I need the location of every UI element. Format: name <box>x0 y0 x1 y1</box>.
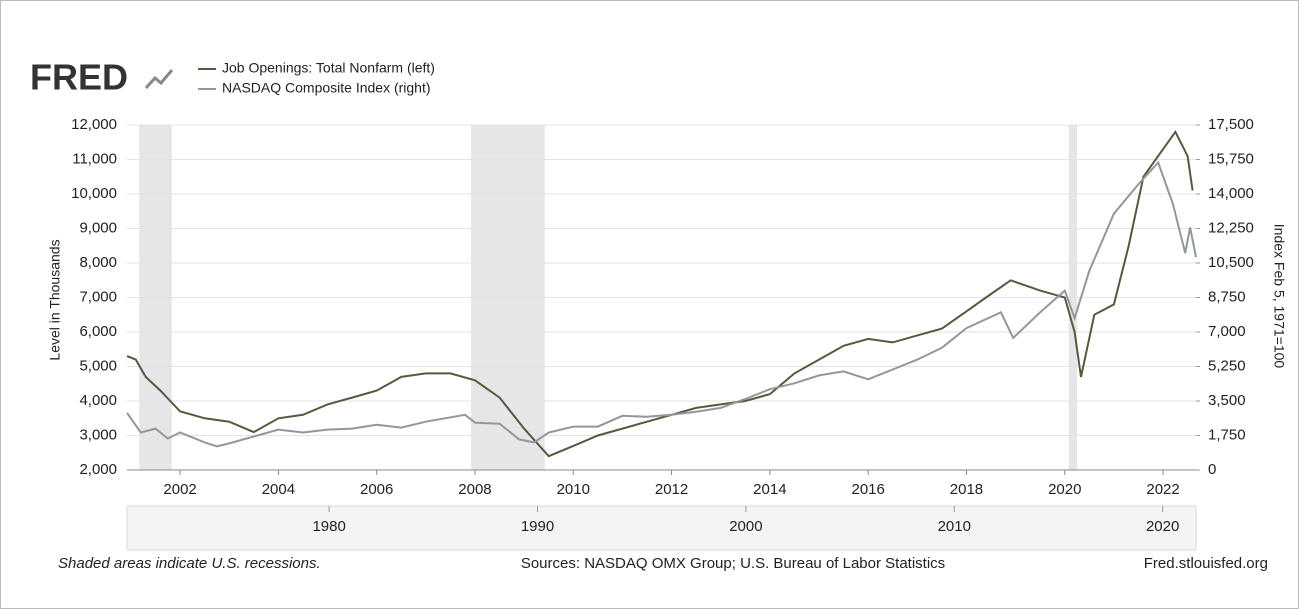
y-tick-label: 8,000 <box>79 254 117 271</box>
y2-tick-label: 7,000 <box>1208 323 1246 340</box>
overview-tick-label: 1990 <box>521 518 554 535</box>
y-tick-label: 10,000 <box>71 185 117 202</box>
y-tick-label: 11,000 <box>72 150 117 167</box>
footer-site: Fred.stlouisfed.org <box>1144 555 1268 572</box>
overview-tick-label: 2010 <box>938 518 971 535</box>
y2-tick-label: 1,750 <box>1208 426 1246 443</box>
y2-tick-label: 3,500 <box>1208 392 1246 409</box>
y2-tick-label: 10,500 <box>1208 254 1254 271</box>
overview-strip <box>126 505 1197 551</box>
y2-axis-label: Index Feb 5, 1971=100 <box>1271 224 1287 369</box>
x-tick-label: 2008 <box>458 481 491 498</box>
y2-tick-label: 14,000 <box>1208 185 1254 202</box>
y-tick-label: 9,000 <box>79 219 117 236</box>
x-tick-label: 2004 <box>262 481 295 498</box>
x-tick-label: 2012 <box>655 481 688 498</box>
x-tick-label: 2020 <box>1048 481 1081 498</box>
y2-tick-label: 0 <box>1208 461 1216 478</box>
x-tick-label: 2022 <box>1146 481 1179 498</box>
y2-tick-label: 12,250 <box>1208 219 1254 236</box>
overview-tick-label: 2020 <box>1146 518 1179 535</box>
x-tick-label: 2014 <box>753 481 786 498</box>
y-axis-label: Level in Thousands <box>47 239 63 360</box>
logo: FRED <box>30 57 128 98</box>
footer-note: Shaded areas indicate U.S. recessions. <box>58 555 321 572</box>
series-line <box>126 129 1194 458</box>
overview-tick-label: 1980 <box>312 518 345 535</box>
y2-tick-label: 15,750 <box>1208 150 1254 167</box>
footer-sources: Sources: NASDAQ OMX Group; U.S. Bureau o… <box>521 555 945 572</box>
legend-label: Job Openings: Total Nonfarm (left) <box>222 60 435 76</box>
y2-tick-label: 8,750 <box>1208 288 1246 305</box>
y-tick-label: 7,000 <box>79 288 117 305</box>
y-tick-label: 5,000 <box>79 357 117 374</box>
x-tick-label: 2010 <box>557 481 590 498</box>
y2-tick-label: 17,500 <box>1208 116 1254 133</box>
overview-tick-label: 2000 <box>729 518 762 535</box>
y-tick-label: 6,000 <box>79 323 117 340</box>
y-tick-label: 2,000 <box>79 461 117 478</box>
logo-icon <box>144 69 174 90</box>
x-tick-label: 2006 <box>360 481 393 498</box>
y-tick-label: 4,000 <box>79 392 117 409</box>
y-tick-label: 3,000 <box>79 426 117 443</box>
y-tick-label: 12,000 <box>71 116 117 133</box>
series-line <box>126 160 1197 448</box>
y2-tick-label: 5,250 <box>1208 357 1246 374</box>
legend-label: NASDAQ Composite Index (right) <box>222 80 431 96</box>
x-tick-label: 2002 <box>163 481 196 498</box>
x-tick-label: 2018 <box>950 481 983 498</box>
x-tick-label: 2016 <box>851 481 884 498</box>
